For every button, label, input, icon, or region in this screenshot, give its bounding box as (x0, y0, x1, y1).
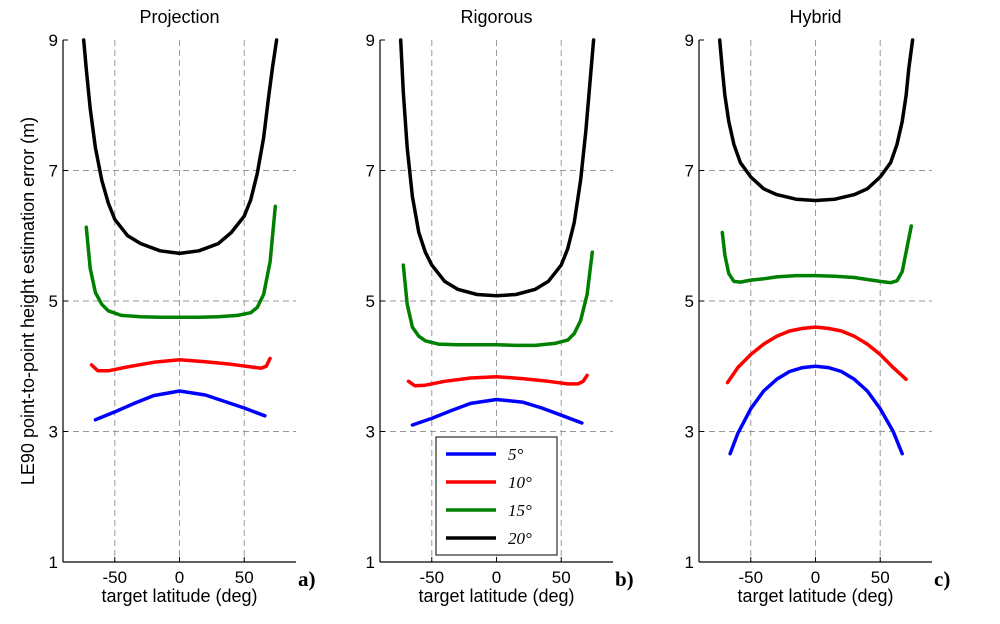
legend-label-5: 5° (508, 445, 524, 464)
legend-label-15: 15° (508, 501, 532, 520)
panel-letter: b) (615, 567, 634, 591)
legend: 5° 10° 15° 20° (435, 436, 558, 556)
x-axis-label: target latitude (deg) (101, 586, 257, 606)
series-line-5deg (410, 397, 584, 427)
series-line-5deg (93, 389, 267, 422)
y-tick-label: 7 (366, 162, 375, 181)
y-tick-label: 7 (49, 162, 58, 181)
x-tick-label: 0 (811, 568, 820, 587)
series-line-20deg (81, 38, 279, 256)
y-tick-label: 7 (685, 162, 694, 181)
series-line-20deg (717, 38, 915, 203)
x-tick-label: -50 (738, 568, 763, 587)
y-axis-label: LE90 point-to-point height estimation er… (18, 117, 38, 485)
x-tick-label: 50 (871, 568, 890, 587)
y-tick-label: 1 (366, 553, 375, 572)
series-line-15deg (401, 250, 595, 348)
series-line-15deg (84, 204, 278, 320)
x-tick-label: 0 (492, 568, 501, 587)
y-tick-label: 3 (49, 423, 58, 442)
series-line-10deg (89, 356, 272, 373)
series-line-10deg (406, 373, 589, 388)
y-tick-label: 5 (685, 292, 694, 311)
x-tick-label: -50 (419, 568, 444, 587)
series-line-10deg (725, 325, 908, 385)
panel-letter: c) (934, 567, 950, 591)
y-tick-label: 3 (685, 423, 694, 442)
x-tick-label: 50 (235, 568, 254, 587)
legend-box (435, 436, 558, 556)
y-tick-label: 1 (685, 553, 694, 572)
panel-title: Projection (139, 7, 219, 27)
legend-label-20: 20° (508, 529, 532, 548)
y-tick-label: 9 (49, 31, 58, 50)
y-tick-label: 1 (49, 553, 58, 572)
x-tick-label: 0 (175, 568, 184, 587)
panel-title: Rigorous (460, 7, 532, 27)
series-line-5deg (728, 364, 904, 456)
y-tick-label: 3 (366, 423, 375, 442)
y-tick-label: 5 (366, 292, 375, 311)
x-tick-label: -50 (102, 568, 127, 587)
y-tick-label: 9 (366, 31, 375, 50)
legend-label-10: 10° (508, 473, 532, 492)
y-tick-label: 9 (685, 31, 694, 50)
panel-title: Hybrid (789, 7, 841, 27)
panel-letter: a) (298, 567, 316, 591)
series-line-15deg (720, 224, 914, 285)
y-tick-label: 5 (49, 292, 58, 311)
x-axis-label: target latitude (deg) (418, 586, 574, 606)
x-tick-label: 50 (552, 568, 571, 587)
series-line-20deg (398, 38, 596, 298)
x-axis-label: target latitude (deg) (737, 586, 893, 606)
